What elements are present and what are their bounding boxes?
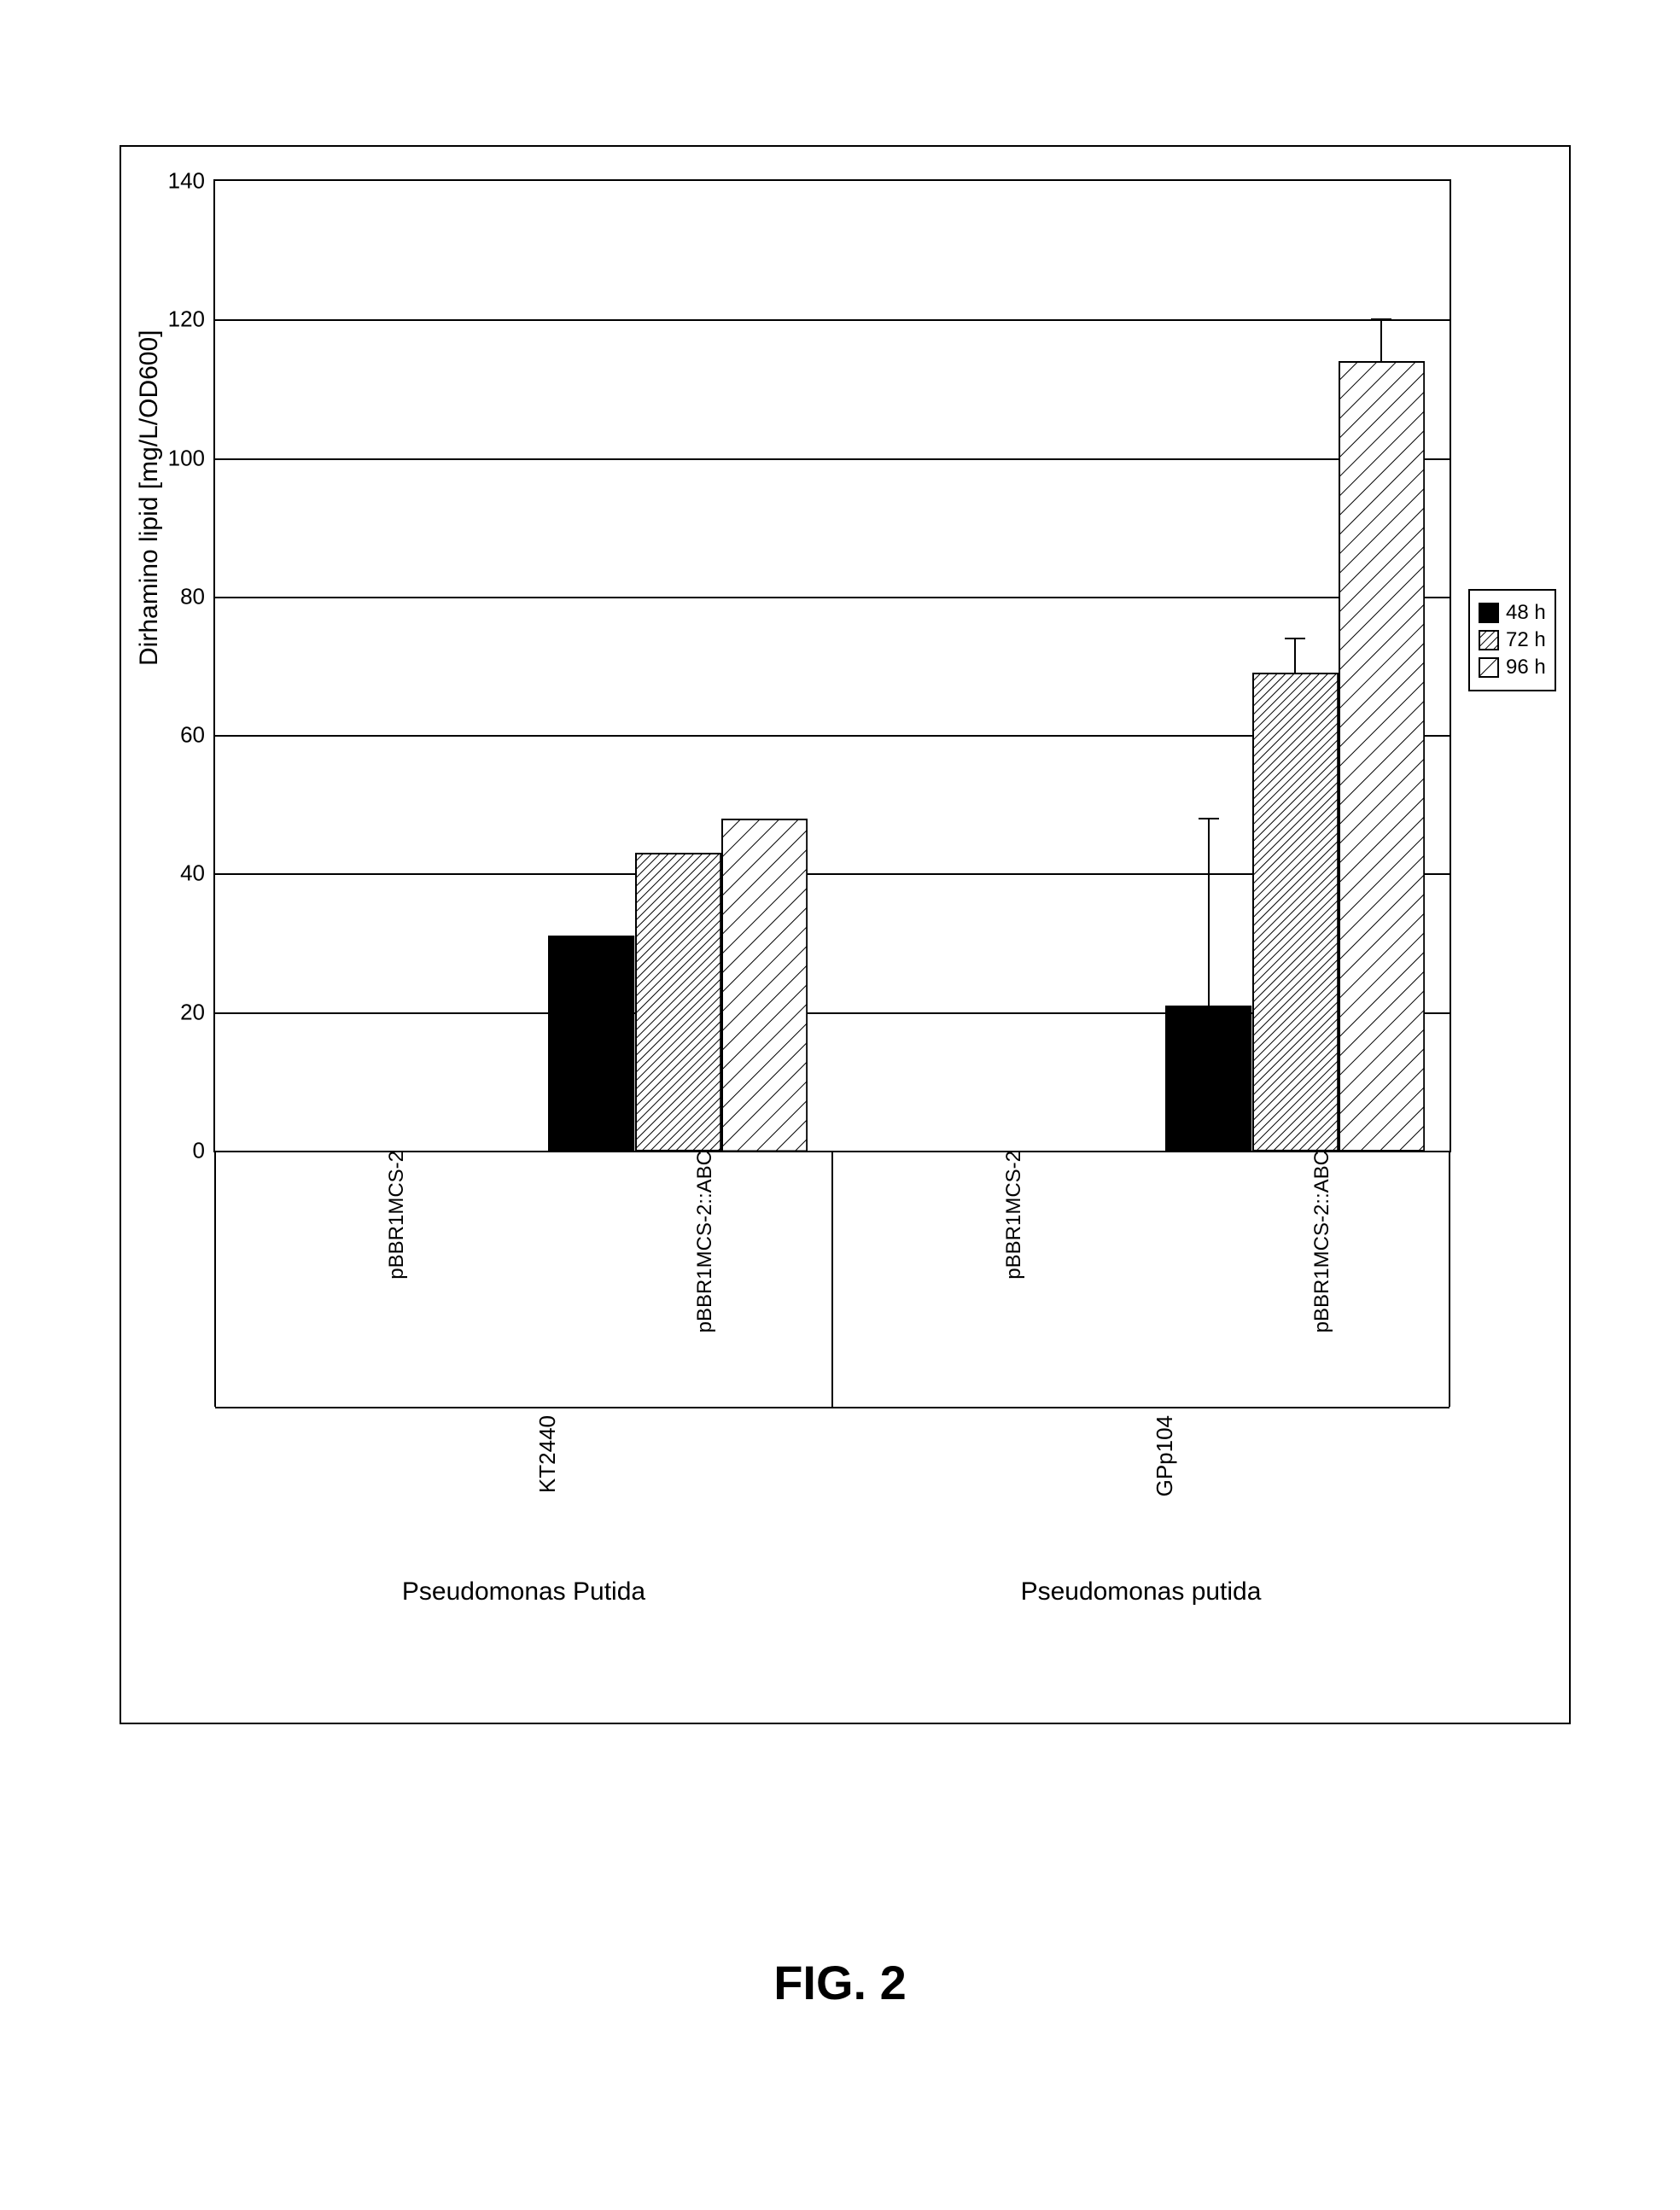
- figure-caption: FIG. 2: [0, 1955, 1680, 2010]
- y-tick-label: 100: [168, 445, 215, 471]
- error-bar: [1380, 319, 1382, 361]
- y-tick-label: 140: [168, 168, 215, 195]
- error-cap: [1371, 318, 1391, 320]
- x-tick-label: pBBR1MCS-2::ABC: [1304, 1151, 1334, 1332]
- legend-swatch: [1479, 657, 1499, 678]
- y-tick-label: 120: [168, 306, 215, 333]
- error-cap: [1199, 818, 1219, 819]
- error-cap: [1285, 638, 1305, 639]
- legend-swatch: [1479, 603, 1499, 623]
- error-bar: [1294, 639, 1296, 673]
- bar: [721, 819, 808, 1151]
- legend-label: 72 h: [1506, 628, 1546, 652]
- x-group-title: Pseudomonas Putida: [215, 1577, 832, 1606]
- legend-item: 72 h: [1479, 628, 1546, 652]
- x-tick-label: pBBR1MCS-2: [378, 1151, 409, 1280]
- legend-item: 96 h: [1479, 656, 1546, 679]
- chart-container: Dirhamino lipid [mg/L/OD600] 02040608010…: [120, 145, 1571, 1724]
- y-tick-label: 20: [180, 999, 215, 1025]
- y-tick-label: 80: [180, 583, 215, 609]
- y-tick-label: 40: [180, 860, 215, 887]
- y-axis-title: Dirhamino lipid [mg/L/OD600]: [135, 329, 164, 666]
- error-bar: [1208, 819, 1210, 1006]
- y-tick-label: 0: [193, 1138, 215, 1164]
- legend-swatch: [1479, 630, 1499, 650]
- bar: [1252, 673, 1339, 1151]
- x-band-line: [215, 1407, 1450, 1408]
- y-tick-label: 60: [180, 722, 215, 749]
- x-group-title: Pseudomonas putida: [832, 1577, 1450, 1606]
- bar: [548, 936, 634, 1151]
- x-band-edge: [1449, 1151, 1450, 1407]
- gridline: [215, 597, 1450, 598]
- legend-label: 48 h: [1506, 601, 1546, 625]
- bar: [635, 853, 721, 1151]
- x-tick-label: pBBR1MCS-2: [995, 1151, 1026, 1280]
- group-divider: [831, 1151, 833, 1407]
- plot-area: 020406080100120140pBBR1MCS-2pBBR1MCS-2::…: [213, 179, 1451, 1152]
- gridline: [215, 458, 1450, 460]
- bar: [1165, 1006, 1251, 1151]
- legend-label: 96 h: [1506, 656, 1546, 679]
- page: Dirhamino lipid [mg/L/OD600] 02040608010…: [0, 0, 1680, 2210]
- legend: 48 h 72 h 96 h: [1468, 589, 1556, 691]
- x-group-name: GPp104: [1152, 1415, 1178, 1496]
- legend-item: 48 h: [1479, 601, 1546, 625]
- x-tick-label: pBBR1MCS-2::ABC: [686, 1151, 717, 1332]
- x-band-edge: [214, 1151, 216, 1407]
- gridline: [215, 319, 1450, 321]
- bar: [1339, 361, 1425, 1151]
- x-group-name: KT2440: [534, 1415, 561, 1493]
